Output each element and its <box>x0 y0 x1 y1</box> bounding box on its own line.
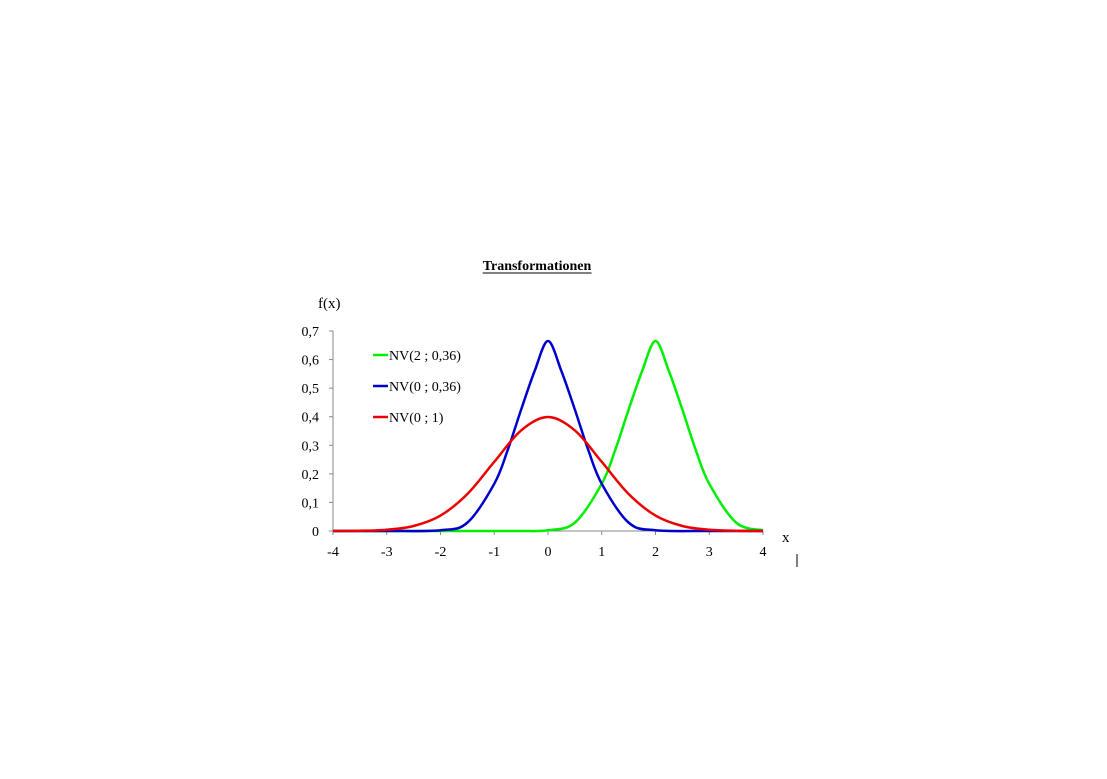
series-line-3 <box>332 415 764 533</box>
y-tick-label: 0 <box>312 525 319 540</box>
chart-title-group: Transformationen <box>482 259 592 274</box>
y-tick-label: 0,2 <box>302 468 320 483</box>
x-tick-label: 0 <box>545 545 552 560</box>
legend: NV(2 ; 0,36) NV(0 ; 0,36) NV(0 ; 1) <box>373 349 461 426</box>
series-group <box>332 339 764 533</box>
x-tick-label: -4 <box>327 545 339 560</box>
legend-label: NV(0 ; 0,36) <box>389 380 461 395</box>
series-line-1 <box>333 339 764 533</box>
x-ticks: -4 -3 -2 -1 0 1 2 3 4 <box>327 531 767 560</box>
x-tick-label: 2 <box>652 545 659 560</box>
y-tick-label: 0,5 <box>302 382 320 397</box>
y-ticks: 0 0,1 0,2 0,3 0,4 0,5 0,6 0,7 <box>302 325 333 540</box>
x-tick-label: -1 <box>488 545 500 560</box>
y-axis-title: f(x) <box>318 296 341 312</box>
x-tick-label: -2 <box>435 545 447 560</box>
legend-label: NV(2 ; 0,36) <box>389 349 461 364</box>
x-tick-label: 3 <box>706 545 713 560</box>
x-tick-label: 1 <box>598 545 605 560</box>
y-tick-label: 0,6 <box>302 354 320 369</box>
series-line-2 <box>332 339 764 533</box>
chart-title: Transformationen <box>483 259 592 274</box>
legend-label: NV(0 ; 1) <box>389 411 444 426</box>
x-axis-title: x <box>782 530 790 546</box>
y-tick-label: 0,7 <box>302 325 320 340</box>
y-tick-label: 0,3 <box>302 439 320 454</box>
x-tick-label: -3 <box>381 545 393 560</box>
y-tick-label: 0,1 <box>302 496 320 511</box>
y-tick-label: 0,4 <box>302 411 320 426</box>
x-tick-label: 4 <box>760 545 767 560</box>
